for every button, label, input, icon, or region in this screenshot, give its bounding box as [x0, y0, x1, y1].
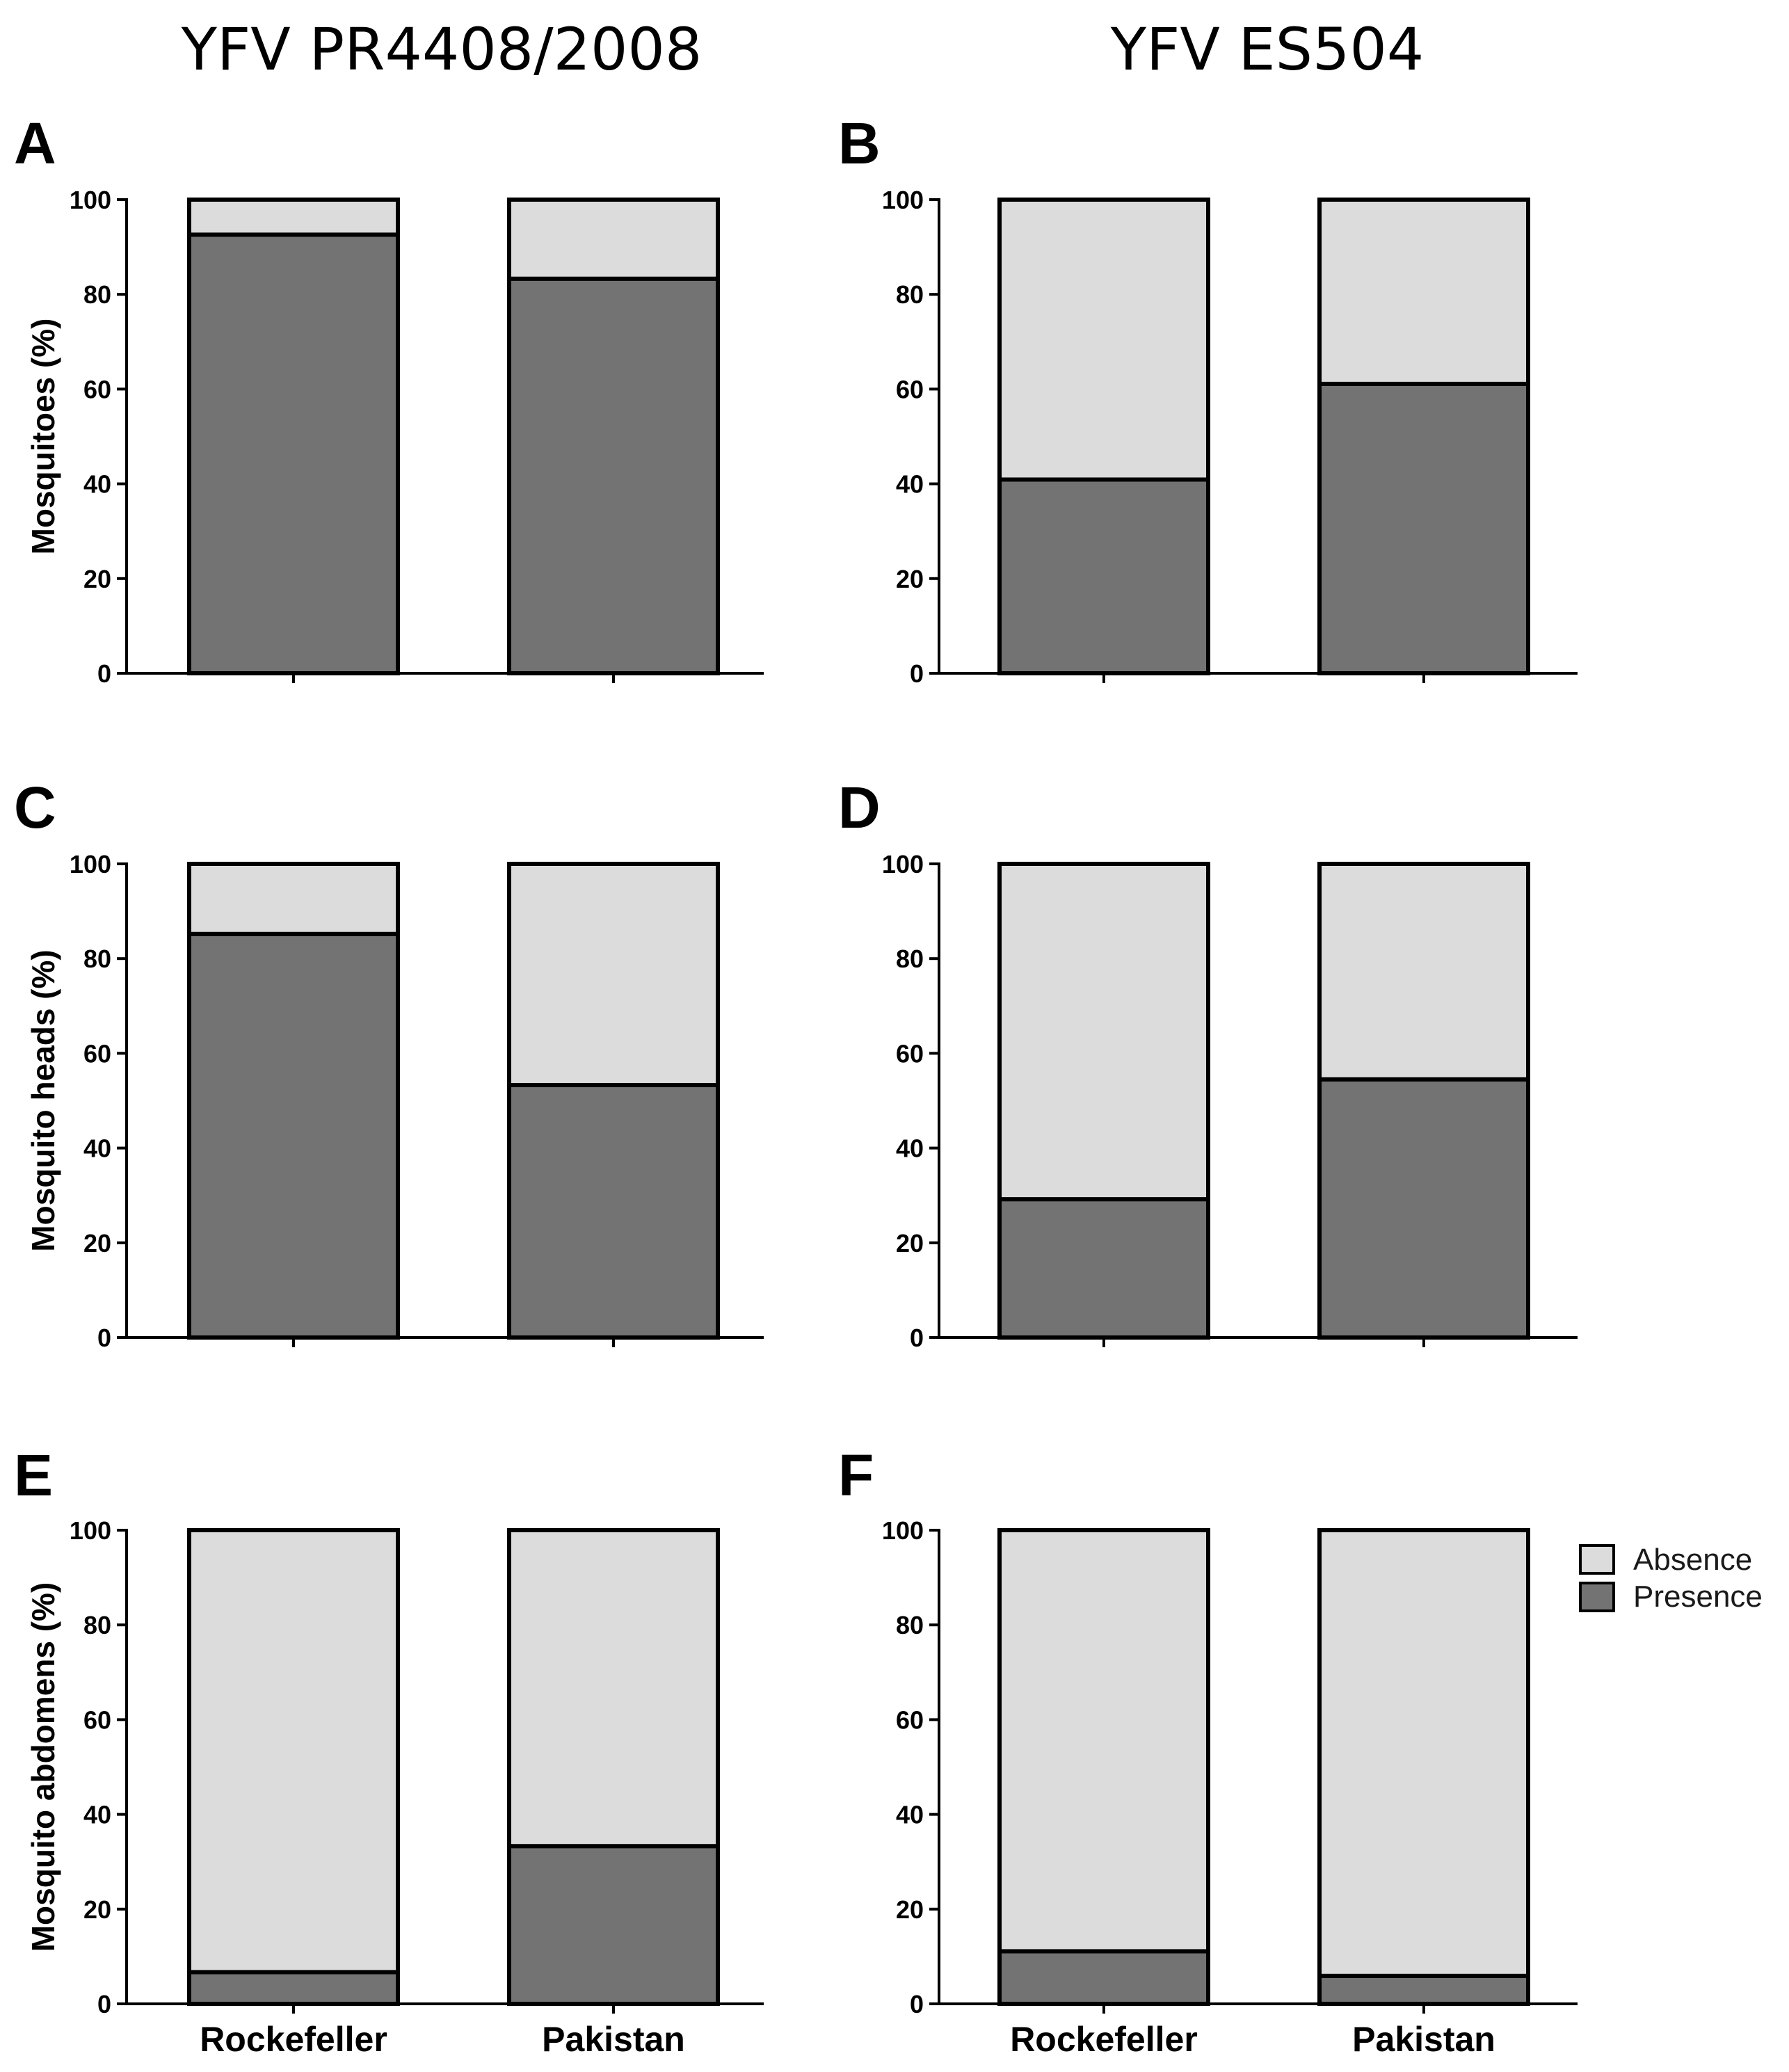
bar-absence-pakistan — [1317, 862, 1530, 1082]
category-label-pakistan: Pakistan — [1352, 2020, 1495, 2059]
y-tick-label: 100 — [882, 186, 924, 214]
bar-absence-rockefeller — [997, 862, 1210, 1202]
bar-absence-rockefeller — [997, 198, 1210, 482]
panel-letter: D — [838, 775, 881, 840]
y-axis-label: Mosquito abdomens (%) — [25, 1582, 61, 1952]
y-tick-label: 100 — [70, 850, 111, 878]
y-tick-label: 60 — [83, 1039, 111, 1068]
y-tick-label: 40 — [83, 1801, 111, 1829]
legend-label-absence: Absence — [1633, 1543, 1752, 1577]
panel-a: A Mosquitoes (%) 0 20 40 60 80 100 — [14, 111, 764, 688]
bar-presence-pakistan — [1317, 1077, 1530, 1340]
y-tick-label: 20 — [896, 1895, 924, 1924]
y-tick-label: 80 — [896, 945, 924, 973]
y-tick-label: 0 — [97, 1990, 111, 2018]
panel-letter: F — [838, 1443, 874, 1508]
y-tick-label: 40 — [83, 470, 111, 499]
y-tick-label: 0 — [910, 1324, 924, 1352]
bar-presence-rockefeller — [187, 1970, 400, 2007]
y-tick-label: 40 — [896, 1134, 924, 1163]
y-tick-label: 40 — [83, 1134, 111, 1163]
legend-swatch-absence — [1579, 1544, 1615, 1575]
y-tick-label: 80 — [83, 945, 111, 973]
category-label-pakistan: Pakistan — [542, 2020, 685, 2059]
bar-presence-rockefeller — [187, 232, 400, 676]
bar-presence-pakistan — [507, 276, 720, 675]
panel-letter: B — [838, 111, 881, 176]
bar-absence-rockefeller — [187, 198, 400, 237]
panel-f: F Rockefeller Pakistan 0 20 40 60 80 100 — [838, 1443, 1578, 2059]
bar-presence-pakistan — [507, 1083, 720, 1340]
y-tick-label: 60 — [896, 375, 924, 403]
panel-c: C Mosquito heads (%) 0 20 40 60 80 100 — [14, 775, 764, 1352]
y-tick-label: 80 — [896, 280, 924, 309]
legend: Absence Presence — [1579, 1543, 1763, 1614]
bar-presence-rockefeller — [187, 931, 400, 1340]
bar-absence-pakistan — [1317, 1528, 1530, 1978]
y-tick-label: 100 — [70, 1516, 111, 1545]
y-tick-label: 60 — [896, 1039, 924, 1068]
y-tick-label: 100 — [70, 186, 111, 214]
bar-absence-pakistan — [507, 198, 720, 281]
bar-absence-rockefeller — [187, 862, 400, 936]
y-tick-label: 20 — [83, 1895, 111, 1924]
y-axis-label: Mosquitoes (%) — [25, 319, 61, 555]
panel-letter: E — [14, 1443, 53, 1508]
panel-b: B 0 20 40 60 80 100 — [838, 111, 1578, 688]
y-tick-label: 80 — [896, 1611, 924, 1639]
y-tick-label: 0 — [910, 659, 924, 688]
y-tick-label: 60 — [83, 1705, 111, 1734]
y-tick-label: 100 — [882, 850, 924, 878]
bar-absence-pakistan — [1317, 198, 1530, 386]
y-tick-label: 20 — [83, 1229, 111, 1258]
y-tick-label: 20 — [896, 565, 924, 593]
bar-presence-pakistan — [1317, 381, 1530, 675]
y-tick-label: 0 — [97, 659, 111, 688]
bar-presence-rockefeller — [997, 477, 1210, 675]
panel-d: D 0 20 40 60 80 100 — [838, 775, 1578, 1352]
legend-swatch-presence — [1579, 1582, 1615, 1612]
bar-presence-pakistan — [507, 1844, 720, 2007]
y-tick-label: 20 — [896, 1229, 924, 1258]
category-label-rockefeller: Rockefeller — [200, 2020, 387, 2059]
y-tick-label: 20 — [83, 565, 111, 593]
bar-presence-rockefeller — [997, 1197, 1210, 1340]
bar-presence-pakistan — [1317, 1973, 1530, 2007]
bar-absence-rockefeller — [187, 1528, 400, 1975]
bar-presence-rockefeller — [997, 1949, 1210, 2006]
legend-label-presence: Presence — [1633, 1580, 1763, 1614]
y-axis-label: Mosquito heads (%) — [25, 949, 61, 1251]
y-tick-label: 0 — [97, 1324, 111, 1352]
y-tick-label: 60 — [896, 1705, 924, 1734]
category-label-rockefeller: Rockefeller — [1010, 2020, 1198, 2059]
panel-e: E Mosquito abdomens (%) Rockefeller Pakista… — [14, 1443, 764, 2059]
bar-absence-pakistan — [507, 1528, 720, 1849]
panel-letter: A — [14, 111, 56, 176]
column-title-right: YFV ES504 — [1110, 15, 1425, 83]
panel-letter: C — [14, 775, 56, 840]
y-tick-label: 100 — [882, 1516, 924, 1545]
y-tick-label: 0 — [910, 1990, 924, 2018]
y-tick-label: 60 — [83, 375, 111, 403]
y-tick-label: 40 — [896, 470, 924, 499]
y-tick-label: 40 — [896, 1801, 924, 1829]
bar-absence-pakistan — [507, 862, 720, 1088]
bar-absence-rockefeller — [997, 1528, 1210, 1954]
y-tick-label: 80 — [83, 280, 111, 309]
column-title-left: YFV PR4408/2008 — [181, 15, 703, 83]
y-tick-label: 80 — [83, 1611, 111, 1639]
